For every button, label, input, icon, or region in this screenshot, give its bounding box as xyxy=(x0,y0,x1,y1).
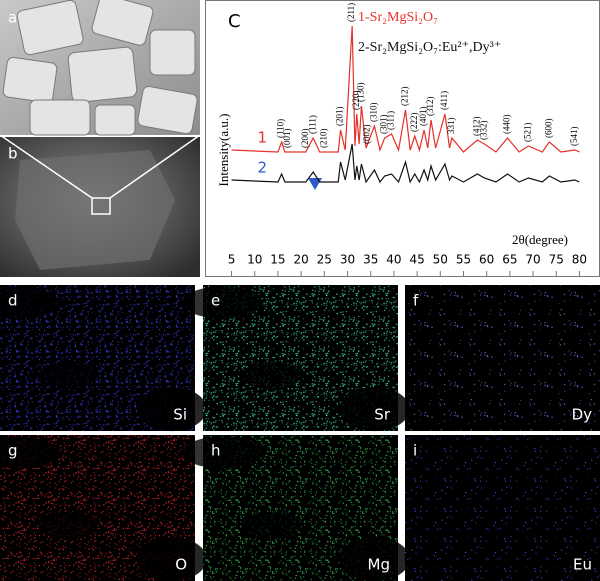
panel-letter: f xyxy=(413,292,419,310)
x-tick-label: 15 xyxy=(270,253,285,267)
peak-label: (521) xyxy=(522,123,532,143)
panel-letter: i xyxy=(413,442,417,460)
peak-label: (332) xyxy=(478,121,488,141)
peak-label: (201) xyxy=(335,107,345,127)
zoom-line xyxy=(109,134,201,199)
element-label: O xyxy=(175,556,187,574)
element-label: Dy xyxy=(572,406,593,424)
x-tick-label: 30 xyxy=(340,253,355,267)
void xyxy=(241,511,302,540)
element-map xyxy=(405,435,600,581)
peak-label: (312) xyxy=(425,97,435,117)
panel-letter: e xyxy=(211,292,220,310)
void xyxy=(339,537,410,581)
peak-label: (310) xyxy=(368,103,378,123)
void xyxy=(241,361,302,390)
panel-letter: C xyxy=(228,11,241,32)
particle xyxy=(15,150,175,270)
panel-letter: g xyxy=(8,442,18,460)
peak-label: (110) xyxy=(276,119,286,138)
void xyxy=(38,361,99,390)
panel-letter: a xyxy=(8,9,17,27)
xrd-pattern xyxy=(231,25,580,153)
void xyxy=(38,511,99,540)
x-axis-label: 2θ(degree) xyxy=(512,232,568,247)
peak-label: 331) xyxy=(446,118,456,135)
peak-label: (411) xyxy=(439,91,449,110)
panel-letter: h xyxy=(211,442,221,460)
panel-letter: d xyxy=(8,292,18,310)
x-tick-label: 45 xyxy=(409,253,424,267)
peak-label: (412) xyxy=(471,117,481,137)
peak-label: (541) xyxy=(569,127,579,147)
panel-letter: b xyxy=(8,145,18,163)
element-label: Sr xyxy=(374,406,391,424)
crystals xyxy=(2,0,198,136)
peak-label: (301) xyxy=(379,115,389,135)
peak-label: (211) xyxy=(346,3,356,22)
peak-label: (212) xyxy=(400,87,410,107)
peak-label: (210) xyxy=(318,129,328,149)
zoom-line xyxy=(0,134,93,199)
void xyxy=(0,286,60,319)
element-label: Eu xyxy=(573,556,592,574)
peak-label: (440) xyxy=(502,115,512,135)
x-tick-label: 80 xyxy=(572,253,587,267)
void xyxy=(339,387,410,432)
peak-label: (200) xyxy=(300,129,310,149)
peak-label: (111) xyxy=(307,115,317,134)
x-tick-label: 5 xyxy=(228,253,236,267)
x-tick-label: 10 xyxy=(247,253,262,267)
void xyxy=(136,387,207,432)
x-tick-label: 70 xyxy=(525,253,540,267)
void xyxy=(0,436,60,469)
element-label: Si xyxy=(173,406,187,424)
void xyxy=(182,436,263,469)
curve-label: 2 xyxy=(258,159,268,177)
y-axis-label: Intensity(a.u.) xyxy=(216,114,231,187)
peak-label: (600) xyxy=(543,119,553,139)
chart-frame xyxy=(205,0,600,277)
x-tick-label: 20 xyxy=(293,253,308,267)
x-tick-label: 50 xyxy=(433,253,448,267)
x-tick-label: 75 xyxy=(549,253,564,267)
zoom-box xyxy=(91,197,111,215)
peak-label: (220) xyxy=(351,91,361,111)
void xyxy=(136,537,207,581)
x-tick-label: 35 xyxy=(363,253,378,267)
x-tick-label: 60 xyxy=(479,253,494,267)
xrd-pattern xyxy=(231,143,580,184)
element-map xyxy=(405,285,600,431)
peak-label: (311) xyxy=(386,111,396,130)
curve-label: 1 xyxy=(258,129,268,147)
peak-label: (002) xyxy=(362,125,372,145)
x-tick-label: 40 xyxy=(386,253,401,267)
void xyxy=(182,286,263,319)
x-tick-label: 55 xyxy=(456,253,471,267)
peak-label: (001) xyxy=(282,129,292,149)
legend-entry: 1-Sr₂MgSi₂O₇ xyxy=(358,10,438,25)
peak-label: (130) xyxy=(355,83,365,103)
legend-entry: 2-Sr₂MgSi₂O₇:Eu²⁺,Dy³⁺ xyxy=(358,40,501,55)
peak-label: (222) xyxy=(409,113,419,133)
x-tick-label: 25 xyxy=(317,253,332,267)
element-label: Mg xyxy=(368,556,390,574)
peak-label: (401) xyxy=(418,107,428,127)
x-tick-label: 65 xyxy=(502,253,517,267)
